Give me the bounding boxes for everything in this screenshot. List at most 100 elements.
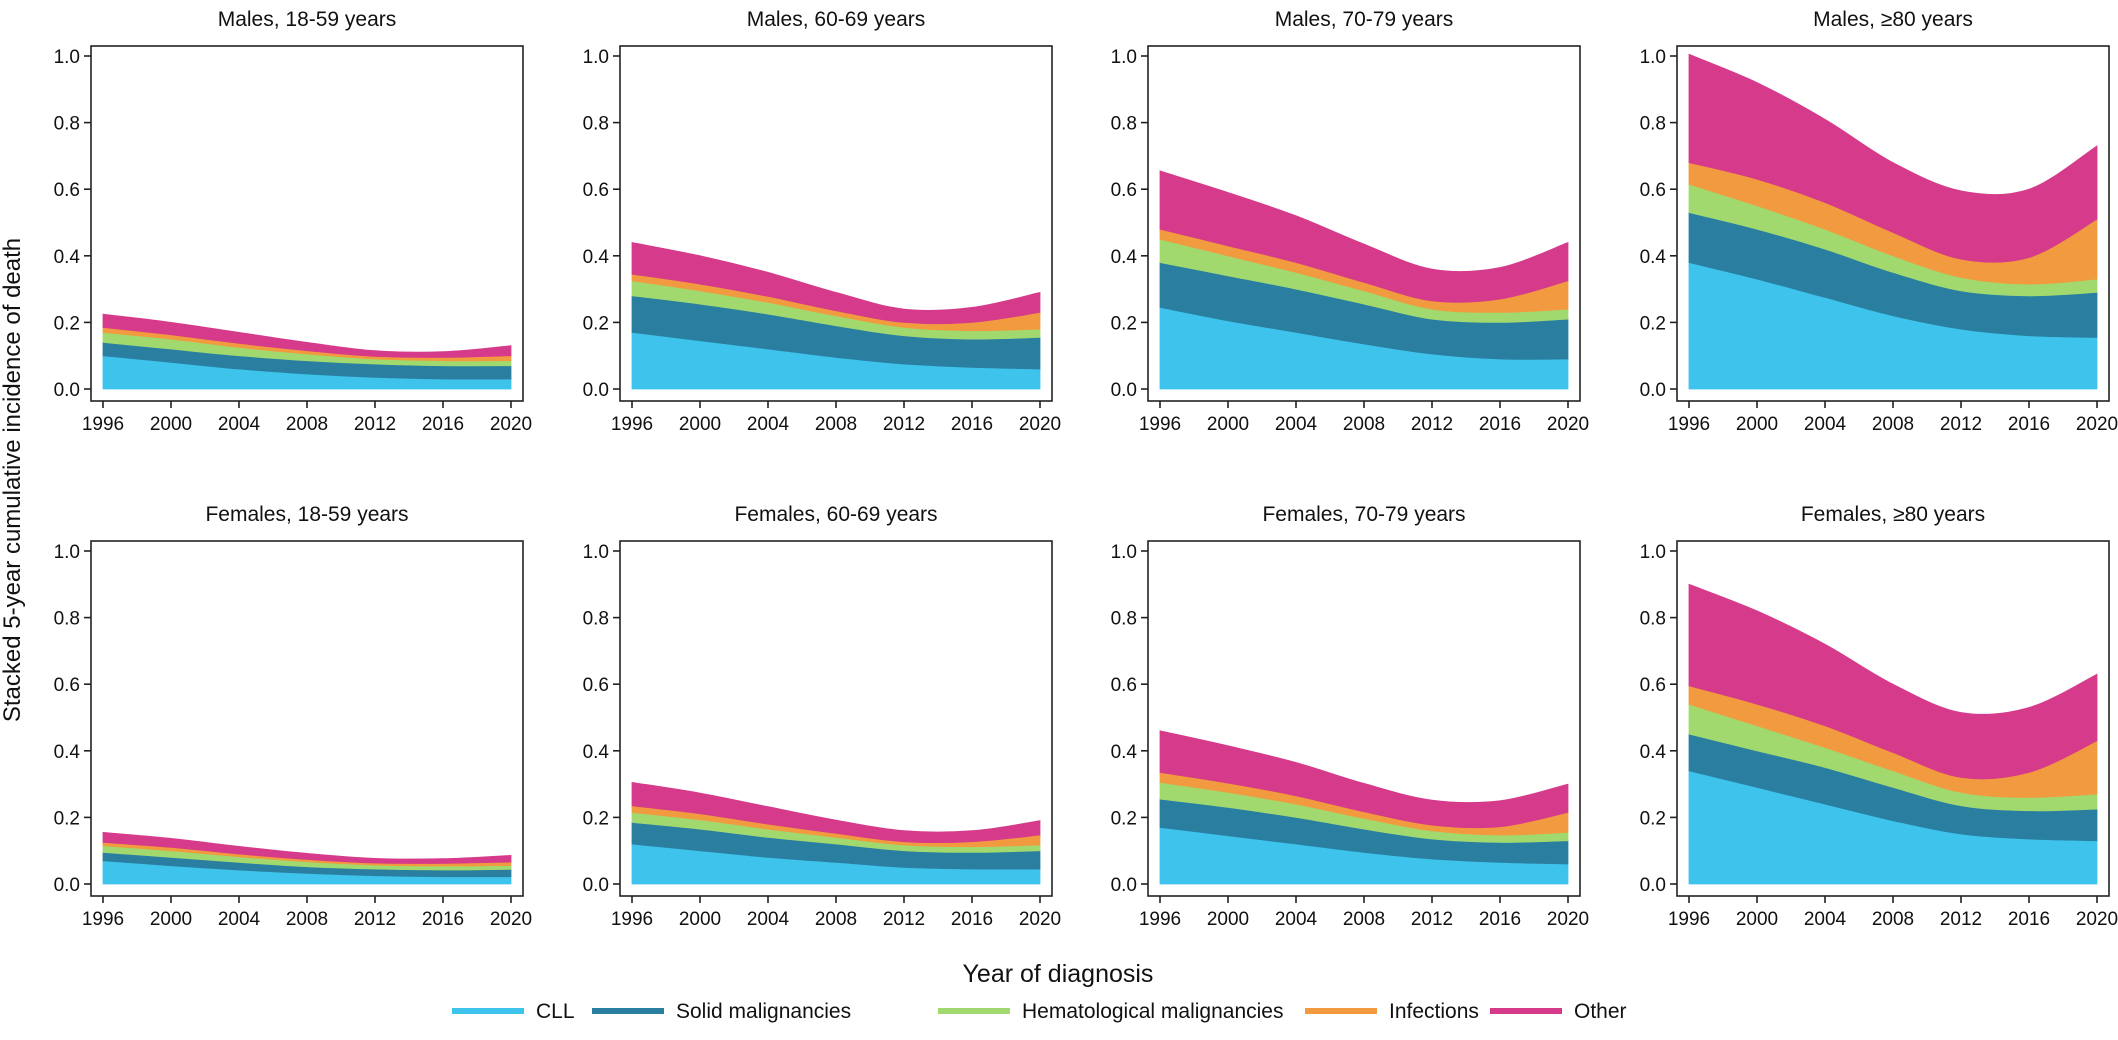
x-tick-label: 2012 (1940, 909, 1982, 930)
y-tick-label: 0.2 (583, 808, 609, 829)
x-tick-label: 2016 (422, 909, 464, 930)
panel: Females, 60-69 years 0.0 0.2 0.4 0.6 0.8 1.0 19… (583, 503, 1062, 930)
y-tick-label: 0.4 (1111, 742, 1138, 763)
x-tick-label: 2008 (1343, 909, 1385, 930)
x-tick-label: 2008 (286, 909, 328, 930)
y-tick-label: 0.6 (583, 675, 609, 696)
x-tick-label: 2020 (1019, 909, 1061, 930)
x-tick-label: 2004 (218, 909, 261, 930)
area-other (102, 831, 512, 864)
x-tick-label: 2004 (1275, 909, 1318, 930)
x-tick-label: 2012 (1940, 414, 1982, 435)
y-tick-label: 0.0 (1111, 380, 1137, 401)
x-tick-label: 2016 (2008, 414, 2050, 435)
y-tick-label: 0.0 (1111, 875, 1137, 896)
x-tick-label: 2020 (490, 414, 532, 435)
panel-title: Males, 18-59 years (218, 8, 397, 31)
x-tick-label: 2000 (1207, 909, 1249, 930)
x-tick-label: 2012 (354, 414, 396, 435)
area-other (102, 313, 512, 358)
area-other (631, 242, 1041, 325)
x-tick-label: 2004 (1804, 909, 1847, 930)
area-other (1688, 583, 2098, 780)
y-tick-label: 0.4 (1640, 247, 1667, 268)
x-tick-label: 2012 (883, 909, 925, 930)
y-tick-label: 1.0 (583, 542, 609, 563)
x-tick-label: 2000 (679, 414, 721, 435)
panel-title: Females, 70-79 years (1262, 503, 1465, 526)
x-tick-label: 2020 (1547, 414, 1589, 435)
x-tick-label: 2000 (1736, 414, 1778, 435)
y-tick-label: 0.4 (54, 247, 81, 268)
x-tick-label: 2000 (1207, 414, 1249, 435)
x-tick-label: 1996 (82, 909, 124, 930)
panel-title: Males, 60-69 years (747, 8, 926, 31)
legend-item: Other (1490, 1000, 1627, 1023)
x-axis-label: Year of diagnosis (963, 960, 1154, 988)
y-tick-label: 0.0 (1640, 380, 1666, 401)
y-tick-label: 0.8 (583, 114, 609, 135)
y-tick-label: 0.4 (1640, 742, 1667, 763)
x-tick-label: 2016 (422, 414, 464, 435)
y-tick-label: 0.2 (54, 808, 80, 829)
x-tick-label: 2020 (2076, 414, 2118, 435)
x-tick-label: 1996 (611, 909, 653, 930)
x-tick-label: 1996 (82, 414, 124, 435)
y-tick-label: 0.0 (1640, 875, 1666, 896)
x-tick-label: 2016 (1479, 909, 1521, 930)
x-tick-label: 1996 (1668, 909, 1710, 930)
x-tick-label: 2004 (1275, 414, 1318, 435)
y-axis-label: Stacked 5-year cumulative incidence of d… (0, 238, 26, 722)
panel: Males, ≥80 years 0.0 0.2 0.4 0.6 0.8 1.0 1996 20… (1640, 8, 2118, 435)
y-tick-label: 0.4 (583, 742, 610, 763)
legend-label: CLL (536, 1000, 575, 1023)
legend-item: Infections (1305, 1000, 1479, 1023)
x-tick-label: 2020 (1547, 909, 1589, 930)
panel: Males, 70-79 years 0.0 0.2 0.4 0.6 0.8 1.0 1996… (1111, 8, 1590, 435)
y-tick-label: 1.0 (1640, 542, 1666, 563)
y-tick-label: 0.2 (1640, 808, 1666, 829)
y-tick-label: 0.4 (54, 742, 81, 763)
y-tick-label: 0.8 (1640, 609, 1666, 630)
x-tick-label: 1996 (611, 414, 653, 435)
y-tick-label: 0.4 (583, 247, 610, 268)
x-tick-label: 2008 (286, 414, 328, 435)
x-tick-label: 2004 (747, 414, 790, 435)
legend-item: Solid malignancies (592, 1000, 851, 1023)
panel-title: Males, 70-79 years (1275, 8, 1454, 31)
y-tick-label: 0.2 (54, 313, 80, 334)
panel-title: Females, 60-69 years (734, 503, 937, 526)
y-tick-label: 0.8 (1111, 114, 1137, 135)
x-tick-label: 2008 (1872, 414, 1914, 435)
y-tick-label: 0.6 (1640, 180, 1666, 201)
area-other (1159, 170, 1569, 303)
x-tick-label: 2008 (815, 909, 857, 930)
panel-title: Females, 18-59 years (205, 503, 408, 526)
y-tick-label: 1.0 (1111, 47, 1137, 68)
x-tick-label: 2000 (1736, 909, 1778, 930)
panel: Females, 70-79 years 0.0 0.2 0.4 0.6 0.8 1.0 19… (1111, 503, 1590, 930)
legend-item: CLL (452, 1000, 575, 1023)
x-tick-label: 2016 (1479, 414, 1521, 435)
x-tick-label: 2000 (150, 909, 192, 930)
y-tick-label: 0.0 (583, 380, 609, 401)
x-tick-label: 2008 (1343, 414, 1385, 435)
x-tick-label: 2012 (1411, 414, 1453, 435)
y-tick-label: 0.6 (583, 180, 609, 201)
x-tick-label: 1996 (1668, 414, 1710, 435)
y-tick-label: 0.0 (583, 875, 609, 896)
y-tick-label: 0.8 (54, 114, 80, 135)
legend-item: Hematological malignancies (938, 1000, 1283, 1023)
x-tick-label: 2004 (747, 909, 790, 930)
x-tick-label: 2012 (1411, 909, 1453, 930)
y-tick-label: 0.8 (54, 609, 80, 630)
x-tick-label: 2020 (2076, 909, 2118, 930)
y-tick-label: 0.6 (1640, 675, 1666, 696)
x-tick-label: 2020 (1019, 414, 1061, 435)
legend-label: Other (1574, 1000, 1627, 1023)
y-tick-label: 1.0 (1640, 47, 1666, 68)
panel: Males, 18-59 years 0.0 0.2 0.4 0.6 0.8 1.0 1996… (54, 8, 533, 435)
panel: Females, ≥80 years 0.0 0.2 0.4 0.6 0.8 1.0 1996… (1640, 503, 2118, 930)
